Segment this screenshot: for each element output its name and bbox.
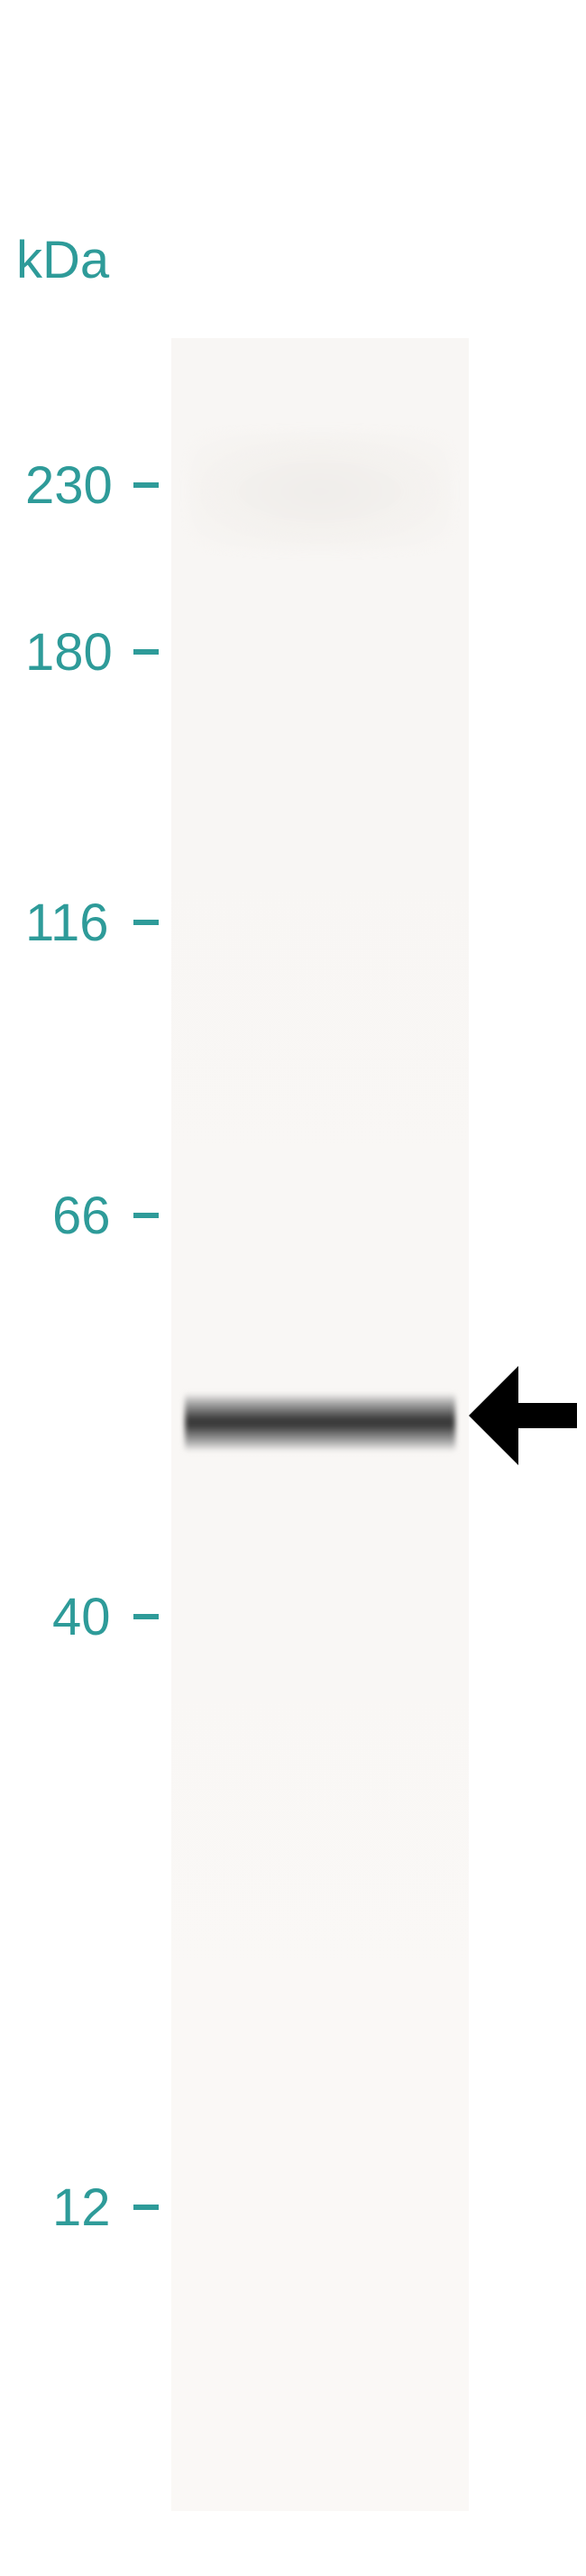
marker-label-40: 40	[52, 1587, 111, 1647]
marker-tick-116	[133, 920, 159, 925]
marker-tick-230	[133, 482, 159, 488]
marker-label-180: 180	[25, 622, 113, 683]
marker-tick-66	[133, 1213, 159, 1218]
marker-tick-40	[133, 1614, 159, 1619]
marker-label-116: 116	[25, 893, 108, 953]
marker-tick-180	[133, 649, 159, 655]
arrow-head-icon	[469, 1366, 518, 1465]
marker-label-12: 12	[52, 2177, 111, 2238]
western-blot-figure: kDa 230 180 116 66 40 12	[0, 0, 586, 2576]
marker-label-66: 66	[52, 1186, 111, 1246]
faint-band-0	[189, 433, 451, 550]
marker-tick-12	[133, 2205, 159, 2210]
marker-label-230: 230	[25, 455, 113, 516]
protein-band-0	[185, 1393, 455, 1452]
arrow-shaft	[514, 1403, 577, 1428]
kda-label: kDa	[16, 230, 109, 290]
